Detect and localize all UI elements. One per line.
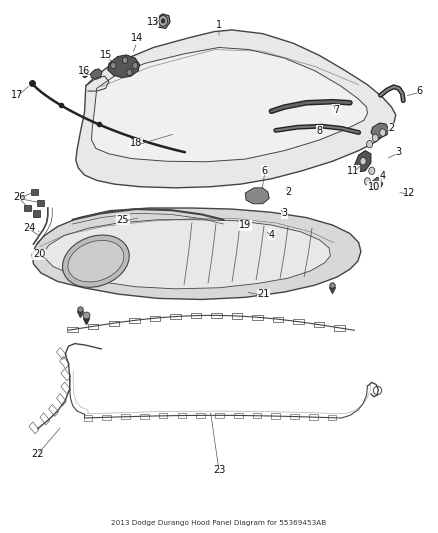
Bar (314, 322, 324, 327)
Bar (290, 414, 299, 419)
Circle shape (364, 177, 371, 185)
Circle shape (161, 18, 165, 23)
Bar (159, 413, 167, 418)
Bar (211, 313, 222, 318)
Polygon shape (371, 123, 389, 138)
Circle shape (242, 219, 253, 231)
Text: 21: 21 (258, 289, 270, 299)
Circle shape (111, 62, 116, 69)
Text: 6: 6 (262, 166, 268, 176)
Bar (232, 313, 242, 319)
Circle shape (127, 69, 132, 76)
Bar (272, 414, 280, 419)
Text: 3: 3 (395, 147, 401, 157)
Bar (29, 422, 39, 434)
Bar (57, 394, 67, 406)
Bar (177, 413, 186, 418)
Bar (49, 405, 59, 416)
Bar (252, 314, 263, 320)
Polygon shape (76, 30, 396, 188)
Circle shape (367, 141, 373, 148)
Text: 6: 6 (417, 86, 423, 96)
Bar (109, 320, 119, 326)
Bar (121, 414, 130, 419)
Text: 2: 2 (286, 187, 292, 197)
Circle shape (133, 62, 138, 69)
Text: 16: 16 (78, 66, 90, 76)
Text: 3: 3 (282, 208, 288, 219)
Polygon shape (155, 14, 170, 28)
Text: 13: 13 (146, 17, 159, 27)
Bar (88, 324, 99, 329)
Text: 8: 8 (316, 126, 322, 136)
Text: 17: 17 (11, 90, 24, 100)
Text: 18: 18 (130, 138, 142, 148)
Bar (328, 415, 336, 421)
Text: 19: 19 (239, 220, 251, 230)
Polygon shape (44, 220, 330, 289)
Text: 24: 24 (23, 223, 35, 233)
Bar (102, 415, 111, 420)
Bar (61, 369, 71, 381)
Text: 15: 15 (100, 50, 113, 60)
Bar (253, 413, 261, 418)
Bar (273, 317, 283, 322)
Circle shape (82, 71, 88, 77)
Text: 26: 26 (13, 192, 25, 203)
Text: 22: 22 (32, 449, 44, 458)
Circle shape (360, 158, 366, 165)
Polygon shape (32, 208, 361, 300)
Polygon shape (108, 55, 140, 78)
Bar (234, 413, 243, 418)
Text: 14: 14 (131, 33, 143, 43)
Bar (40, 413, 50, 425)
Bar (293, 319, 304, 325)
Bar (150, 316, 160, 321)
Text: 10: 10 (368, 182, 380, 192)
Bar (309, 415, 318, 420)
Bar (334, 325, 345, 330)
Bar (57, 348, 67, 360)
Bar (61, 382, 71, 394)
Bar (140, 414, 149, 419)
Bar (37, 199, 44, 206)
Circle shape (372, 134, 378, 142)
Text: 25: 25 (117, 215, 129, 225)
Bar (129, 318, 140, 323)
Bar (84, 415, 92, 421)
Circle shape (159, 15, 167, 26)
Bar (170, 314, 180, 319)
Text: 4: 4 (380, 171, 386, 181)
Polygon shape (245, 188, 269, 204)
Polygon shape (354, 151, 371, 172)
Circle shape (369, 167, 375, 174)
Bar (215, 413, 224, 418)
Bar (60, 357, 70, 368)
Text: 2013 Dodge Durango Hood Panel Diagram for 55369453AB: 2013 Dodge Durango Hood Panel Diagram fo… (111, 520, 327, 526)
Ellipse shape (63, 235, 129, 287)
Text: 4: 4 (268, 230, 275, 240)
Text: 23: 23 (213, 465, 225, 474)
Bar (24, 205, 31, 211)
Polygon shape (92, 47, 367, 162)
Text: 1: 1 (216, 20, 222, 30)
Text: 20: 20 (33, 249, 45, 259)
Circle shape (380, 129, 386, 136)
Bar (67, 327, 78, 332)
Circle shape (123, 57, 128, 63)
Bar (191, 313, 201, 318)
Ellipse shape (68, 240, 124, 282)
Text: 12: 12 (403, 188, 415, 198)
Bar (196, 413, 205, 418)
Polygon shape (369, 177, 383, 191)
Text: 7: 7 (333, 104, 339, 115)
Polygon shape (90, 69, 102, 79)
Bar (31, 189, 38, 195)
Bar (33, 210, 40, 216)
Text: 11: 11 (347, 166, 360, 176)
Text: 2: 2 (389, 123, 395, 133)
